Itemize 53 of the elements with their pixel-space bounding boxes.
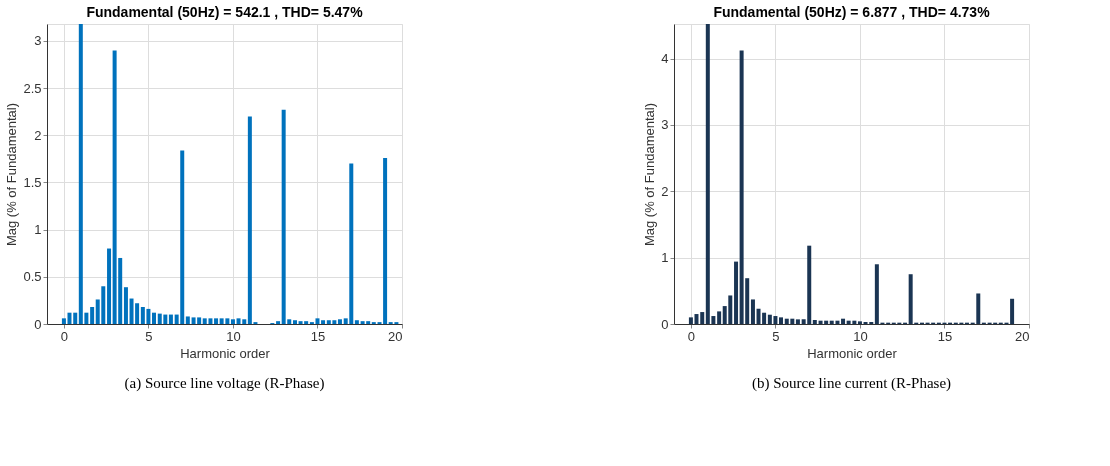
- x-tick-label: 5: [772, 328, 780, 344]
- bar: [337, 319, 342, 324]
- y-tick-label: 2.5: [23, 80, 42, 96]
- x-tick-label: 15: [937, 328, 953, 344]
- x-tick-label: 0: [687, 328, 696, 344]
- bar: [779, 317, 784, 324]
- bar: [700, 312, 705, 324]
- y-axis-title: Mag (% of Fundamental): [642, 102, 658, 247]
- bar: [857, 321, 862, 324]
- bar: [841, 318, 846, 324]
- y-tick-label: 2: [661, 183, 669, 199]
- x-tick-label: 10: [226, 328, 241, 344]
- y-tick-label: 1: [34, 222, 42, 238]
- x-tick-label: 20: [1015, 328, 1030, 344]
- bar: [214, 318, 219, 324]
- bar: [107, 248, 112, 324]
- bar: [230, 319, 235, 324]
- x-tick-label: 0: [60, 328, 69, 344]
- x-tick-label: 20: [388, 328, 403, 344]
- y-tick-label: 3: [34, 33, 42, 49]
- x-axis-title: Harmonic order: [180, 345, 271, 361]
- y-tick-label: 1: [661, 250, 669, 266]
- x-axis-title: Harmonic order: [807, 345, 898, 361]
- bar: [354, 320, 359, 324]
- x-tick-label: 15: [310, 328, 326, 344]
- x-tick-label: 10: [853, 328, 868, 344]
- bar: [152, 312, 157, 324]
- y-tick-label: 4: [661, 51, 669, 67]
- bar: [321, 320, 326, 324]
- bar: [168, 314, 173, 324]
- y-tick-label: 1.5: [23, 174, 42, 190]
- bar: [750, 299, 755, 324]
- bar: [734, 261, 739, 324]
- y-tick-label: 0.5: [23, 269, 42, 285]
- y-tick-label: 2: [34, 127, 42, 143]
- bar: [795, 319, 800, 324]
- chart-title: Fundamental (50Hz) = 6.877 , THD= 4.73%: [713, 4, 991, 20]
- bar: [292, 320, 297, 324]
- bar: [90, 307, 95, 324]
- bar: [276, 321, 281, 324]
- y-tick-label: 0: [34, 316, 42, 332]
- bar: [185, 316, 190, 324]
- y-tick-label: 3: [661, 117, 669, 133]
- text: (b) Source line current (R-Phase): [751, 375, 952, 392]
- bar: [717, 311, 722, 324]
- y-axis-title: Mag (% of Fundamental): [4, 102, 20, 247]
- bar: [812, 320, 817, 324]
- chart-title: Fundamental (50Hz) = 542.1 , THD= 5.47%: [86, 4, 364, 20]
- x-tick-label: 5: [145, 328, 153, 344]
- bar: [73, 312, 78, 324]
- text: (a) Source line voltage (R-Phase): [124, 375, 325, 392]
- bar: [123, 287, 128, 324]
- y-tick-label: 0: [661, 316, 669, 332]
